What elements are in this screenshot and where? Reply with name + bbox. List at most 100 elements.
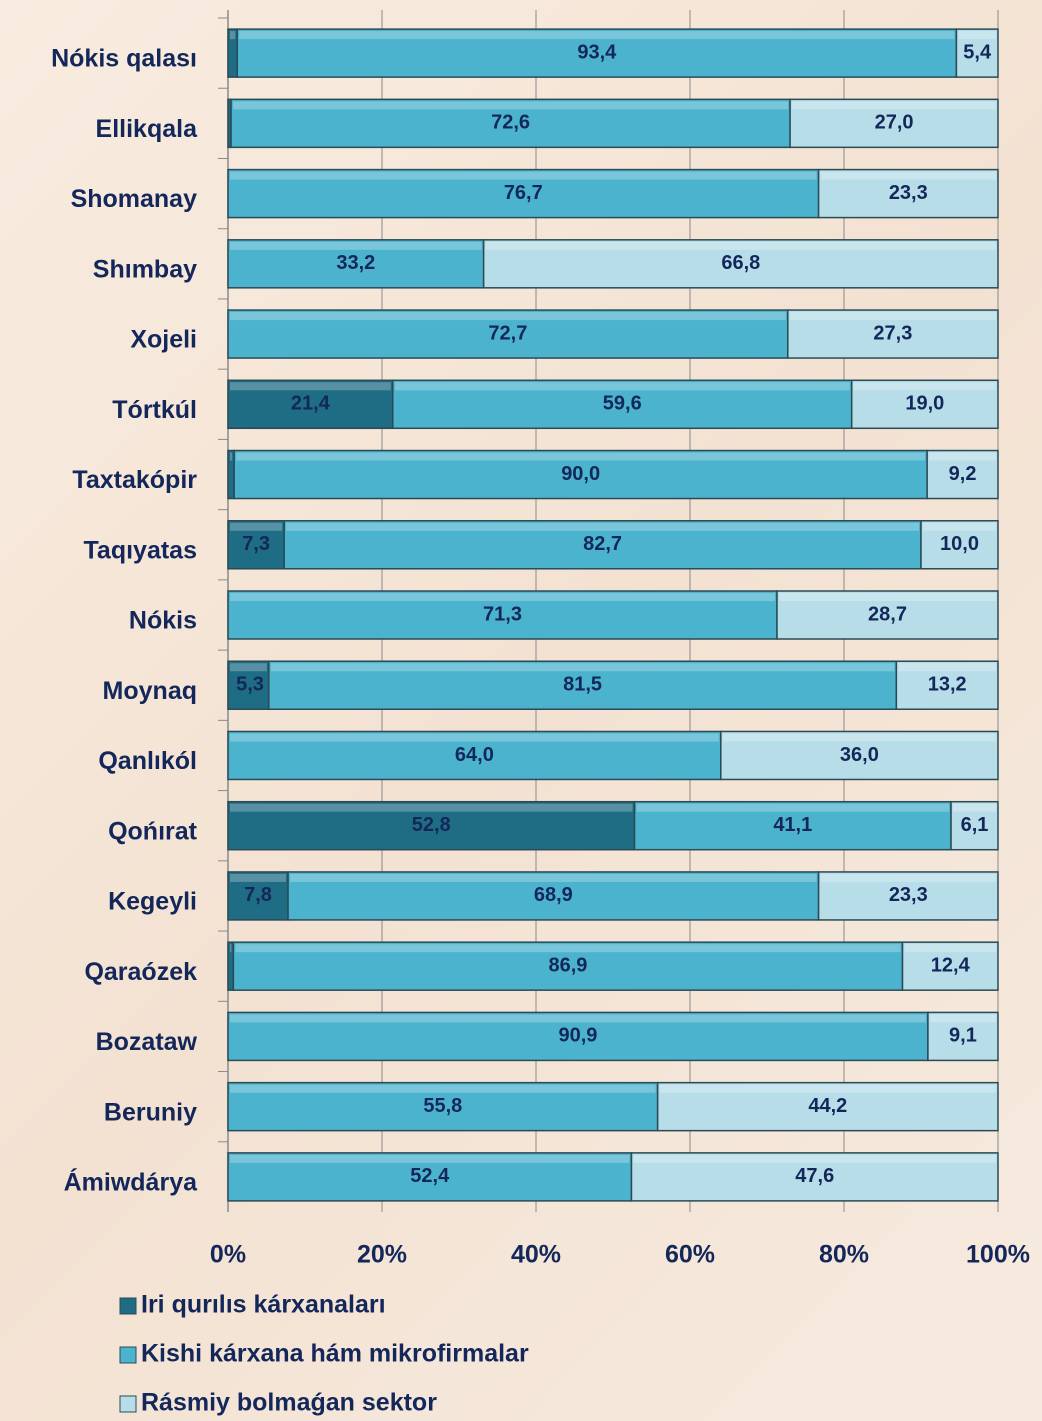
value-label: 44,2 (808, 1095, 847, 1117)
category-label: Taxtakópir (72, 466, 197, 494)
bar-segment (227, 1152, 633, 1202)
value-label: 5,4 (963, 41, 992, 63)
bar-segment (287, 871, 820, 921)
value-label: 47,6 (795, 1165, 834, 1187)
bar-segment (227, 1081, 659, 1132)
legend-label: Kishi kárxana hám mikrofirmalar (141, 1340, 529, 1368)
bar-highlight (633, 1154, 996, 1163)
value-label: 72,7 (488, 322, 527, 344)
bar-highlight (230, 803, 633, 812)
bar-segment (955, 28, 999, 78)
bar-highlight (230, 382, 391, 391)
bar-segment (227, 590, 778, 640)
bar-segment (789, 98, 999, 149)
bar-highlight (898, 663, 996, 672)
bar-segment (901, 941, 999, 991)
bar-highlight (230, 1154, 630, 1163)
bar-segment (236, 28, 958, 78)
bar-highlight (230, 1084, 656, 1093)
bar-highlight (485, 241, 996, 250)
value-label: 9,2 (949, 463, 977, 485)
category-label: Qońırat (108, 817, 198, 845)
value-label: 10,0 (940, 533, 979, 555)
bar-segment (227, 871, 289, 921)
bar-highlight (230, 522, 283, 531)
bar-highlight (230, 31, 236, 40)
bar-highlight (779, 593, 996, 601)
bar-highlight (230, 1014, 926, 1023)
bar-highlight (230, 452, 233, 461)
bar-highlight (230, 873, 287, 882)
bar-highlight (230, 593, 776, 601)
bar-segment (850, 379, 999, 430)
bar-highlight (953, 803, 996, 812)
bar-highlight (820, 171, 996, 180)
value-label: 52,8 (412, 814, 451, 836)
bar-segment (817, 168, 999, 219)
bar-segment (227, 660, 270, 710)
category-label: Moynaq (103, 677, 197, 705)
bar-segment (232, 941, 904, 991)
bar-highlight (929, 452, 996, 461)
bar-segment (776, 590, 999, 640)
bar-segment (227, 730, 722, 781)
value-label: 41,1 (773, 814, 812, 836)
bar-highlight (230, 663, 267, 672)
bar-highlight (230, 171, 817, 180)
x-tick-label: 40% (511, 1241, 561, 1269)
bar-segment (227, 239, 485, 289)
bar-highlight (394, 382, 850, 391)
value-label: 93,4 (577, 41, 617, 63)
bar-highlight (636, 803, 950, 812)
bar-highlight (659, 1084, 996, 1093)
bar-highlight (853, 382, 996, 391)
value-label: 21,4 (291, 393, 331, 415)
bar-segment (656, 1081, 999, 1132)
category-label: Taqıyatas (84, 536, 197, 564)
value-label: 7,3 (242, 533, 270, 555)
category-label: Nókis (129, 607, 197, 635)
category-label: Kegeyli (108, 888, 197, 916)
bar-segment (227, 168, 820, 219)
legend-swatch (119, 1297, 137, 1315)
bar-segment (817, 871, 999, 921)
bar-segment (268, 660, 898, 710)
value-label: 59,6 (603, 393, 642, 415)
value-label: 68,9 (534, 884, 573, 906)
bar-highlight (789, 312, 996, 321)
category-label: Shomanay (71, 185, 198, 213)
value-label: 76,7 (504, 182, 543, 204)
value-label: 12,4 (931, 954, 971, 976)
value-label: 36,0 (840, 744, 879, 766)
bar-highlight (230, 241, 482, 250)
bar-highlight (230, 944, 232, 953)
legend-swatch (119, 1395, 137, 1413)
value-label: 66,8 (721, 252, 760, 274)
category-label: Qanlıkól (98, 747, 197, 775)
value-label: 6,1 (961, 814, 989, 836)
value-label: 64,0 (455, 744, 494, 766)
x-tick-label: 100% (966, 1241, 1030, 1269)
bar-segment (227, 379, 394, 430)
bar-segment (230, 98, 791, 149)
value-label: 71,3 (483, 603, 522, 625)
category-label: Qaraózek (84, 958, 197, 986)
value-label: 27,0 (875, 112, 914, 134)
value-label: 5,3 (236, 674, 264, 696)
value-label: 28,7 (868, 603, 907, 625)
bar-segment (720, 730, 999, 781)
bar-segment (927, 1011, 999, 1062)
value-label: 82,7 (583, 533, 622, 555)
category-label: Shımbay (93, 255, 197, 283)
bar-highlight (235, 944, 901, 953)
category-label: Ámiwdárya (64, 1167, 198, 1196)
x-tick-label: 80% (819, 1241, 869, 1269)
bar-highlight (820, 873, 996, 882)
bar-segment (926, 449, 999, 500)
value-label: 23,3 (889, 884, 928, 906)
x-tick-label: 0% (210, 1241, 246, 1269)
bar-segment (895, 660, 999, 710)
value-label: 13,2 (928, 674, 967, 696)
x-tick-label: 60% (665, 1241, 715, 1269)
